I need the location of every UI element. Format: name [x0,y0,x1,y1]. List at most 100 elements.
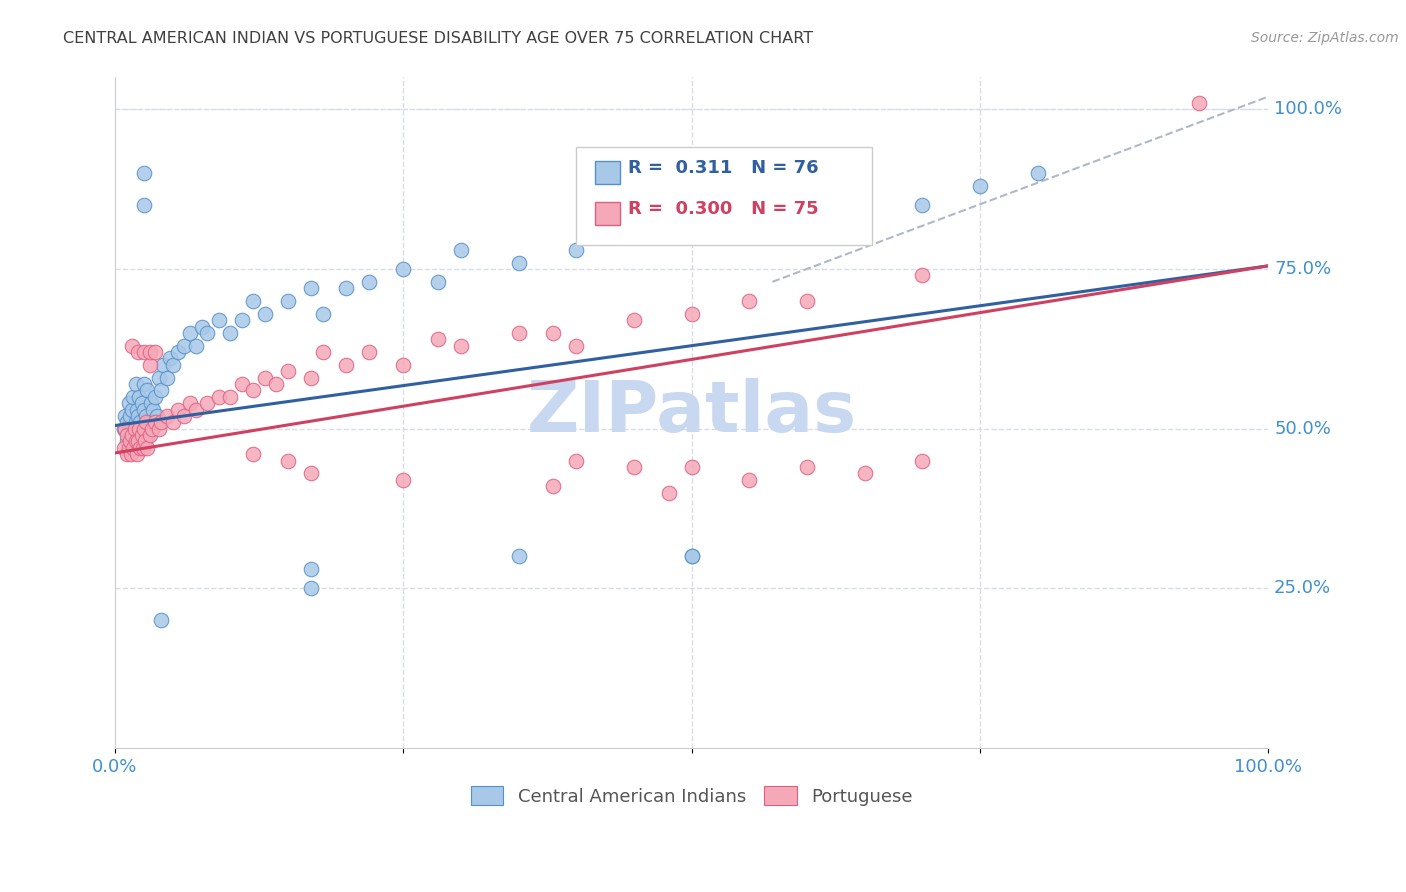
Point [132,345,155,359]
Point [299,562,322,576]
Point [565,339,588,353]
Point [299,467,322,481]
Point [150,415,173,429]
Point [138,345,160,359]
Point [219,326,242,340]
Point [190,319,212,334]
Point [127,428,149,442]
Point [148,422,170,436]
Point [450,243,472,257]
Point [128,422,150,436]
Point [135,415,157,429]
Point [138,428,160,442]
Point [681,217,703,231]
Point [129,441,152,455]
Point [132,198,155,212]
Point [681,549,703,564]
Point [299,281,322,295]
Point [131,428,153,442]
Point [450,339,472,353]
Point [127,434,149,449]
Point [681,549,703,564]
Point [118,441,141,455]
Point [125,376,148,391]
Point [150,613,173,627]
Point [623,230,645,244]
Point [392,358,415,372]
Point [219,390,242,404]
Point [132,422,155,436]
Point [121,441,143,455]
Point [120,447,142,461]
Point [357,345,380,359]
Point [121,339,143,353]
Point [115,447,138,461]
Point [335,281,357,295]
Point [173,339,195,353]
Point [796,293,818,308]
Point [911,198,934,212]
Point [127,409,149,423]
Point [508,255,530,269]
Point [195,396,218,410]
Point [357,275,380,289]
Text: ZIPatlas: ZIPatlas [527,378,856,447]
Point [118,396,141,410]
Point [124,422,146,436]
Point [129,415,152,429]
Point [152,358,174,372]
Point [156,370,179,384]
Point [115,428,138,442]
Point [136,384,159,398]
Point [311,345,333,359]
Point [141,422,163,436]
Text: 25.0%: 25.0% [1274,580,1331,598]
Point [426,275,449,289]
Point [738,473,761,487]
Point [623,460,645,475]
Text: R =  0.311   N = 76: R = 0.311 N = 76 [628,159,820,177]
Point [120,428,142,442]
Point [208,390,231,404]
Text: CENTRAL AMERICAN INDIAN VS PORTUGUESE DISABILITY AGE OVER 75 CORRELATION CHART: CENTRAL AMERICAN INDIAN VS PORTUGUESE DI… [63,31,814,46]
Point [623,313,645,327]
Point [135,409,157,423]
Point [565,453,588,467]
Point [134,422,156,436]
Point [138,358,160,372]
Point [266,376,288,391]
Point [131,396,153,410]
Point [253,307,276,321]
Point [299,370,322,384]
Point [121,402,143,417]
Point [150,384,173,398]
Point [139,396,162,410]
Text: 50.0%: 50.0% [1274,420,1331,438]
Point [127,345,149,359]
Point [159,351,181,366]
Point [129,434,152,449]
Point [125,415,148,429]
Point [156,409,179,423]
Point [142,402,165,417]
Point [125,402,148,417]
Point [277,364,299,378]
Point [131,441,153,455]
Point [115,434,138,449]
Point [138,428,160,442]
Point [145,390,167,404]
Point [131,422,153,436]
Point [114,422,136,436]
Point [1026,166,1049,180]
Legend: Central American Indians, Portuguese: Central American Indians, Portuguese [464,779,920,813]
Text: R =  0.300   N = 75: R = 0.300 N = 75 [628,200,820,218]
Point [911,453,934,467]
Point [543,479,565,493]
Point [1188,95,1211,110]
Point [853,467,876,481]
Point [335,358,357,372]
Point [121,428,143,442]
Point [173,409,195,423]
Point [242,384,264,398]
Text: 75.0%: 75.0% [1274,260,1331,278]
